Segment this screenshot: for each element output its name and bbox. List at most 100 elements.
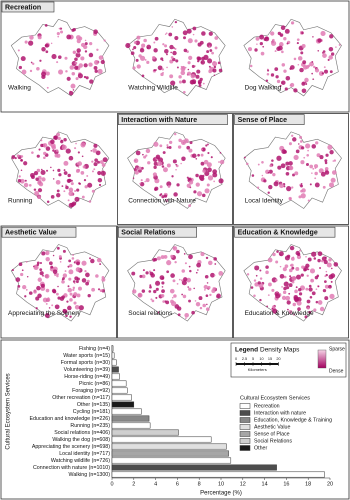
bar [111,387,128,394]
density-spot [207,58,213,64]
scale-label: 20 [276,357,280,361]
density-spot [166,66,168,69]
density-spot [66,76,71,81]
density-spot [323,260,328,265]
density-spot [155,296,158,299]
density-spot [169,44,174,50]
map-label: Running [8,197,33,204]
density-spot [313,308,317,312]
density-spot [289,84,292,87]
density-spot [62,273,68,278]
density-spot [166,163,171,168]
density-spot [214,36,219,40]
density-spot [75,267,81,272]
density-spot [331,170,337,175]
density-spot [300,184,303,188]
density-spot [296,254,302,260]
density-spot [133,41,137,44]
density-spot [296,300,302,306]
legend-swatch [239,431,251,437]
y-tick-label: Appreciating the scenery (n=698) [32,444,110,450]
y-tick-label: Formal sports (n=30) [61,360,111,366]
density-spot [301,265,305,269]
scale-label: 15 [268,357,272,361]
density-spot [186,183,191,188]
density-spot [57,296,61,300]
density-spot [159,185,163,189]
density-spot [85,281,89,286]
density-spot [141,74,145,78]
density-spot [99,263,102,265]
map-label: Walking [8,85,31,92]
density-spot [56,192,61,198]
panel-title-box [234,226,336,238]
x-tick-label: 6 [176,481,179,487]
panel-title-box [118,226,198,238]
density-spot [290,257,295,261]
density-spot [18,65,23,70]
density-spot [159,194,162,197]
density-spot [37,277,42,282]
panel-title: Aesthetic Value [5,230,57,237]
density-spot [285,75,291,81]
density-spot [74,57,78,62]
density-spot [81,260,87,266]
density-spot [101,163,106,167]
density-spot [54,304,60,310]
density-spot [219,159,225,165]
density-spot [285,295,291,301]
density-spot [281,50,284,54]
density-spot [174,20,178,24]
density-spot [284,255,290,261]
density-spot [203,54,209,60]
density-spot [323,69,329,74]
density-spot [246,273,250,276]
density-spot [288,268,293,273]
density-spot [283,275,287,279]
density-spot [311,251,317,257]
density-spot [24,179,27,182]
density-spot [40,169,46,176]
density-spot [11,269,14,272]
density-spot [284,28,290,34]
density-spot [68,259,72,263]
density-spot [166,270,170,274]
density-spot [276,291,278,293]
density-spot [100,59,105,65]
density-spot [139,182,142,185]
density-spot [321,72,325,75]
density-spot [174,35,179,41]
density-spot [178,75,182,79]
density-spot [14,157,17,160]
legend-swatch [239,403,251,409]
density-spot [93,168,96,171]
panel-title: Sense of Place [238,117,288,124]
density-spot [76,48,81,53]
density-spot [213,257,217,261]
density-spot [165,32,168,34]
density-spot [91,287,95,292]
density-spot [202,82,205,85]
density-spot [193,287,195,290]
bar [111,464,277,471]
density-spot [28,40,34,46]
density-spot [259,41,263,46]
density-spot [271,307,274,310]
density-spot [63,169,66,172]
density-spot [81,195,85,199]
density-spot [275,75,279,79]
density-spot [304,315,308,319]
density-spot [149,284,152,287]
density-spot [261,174,264,177]
density-spot [182,294,187,299]
density-spot [294,171,299,176]
density-spot [193,81,196,85]
density-spot [288,310,293,314]
density-spot [295,266,300,271]
density-spot [40,139,43,142]
density-spot [36,67,40,71]
bar [111,394,132,401]
y-tick-label: Other recreation (n=117) [52,395,110,401]
density-spot [132,48,134,51]
density-spot [19,178,25,184]
